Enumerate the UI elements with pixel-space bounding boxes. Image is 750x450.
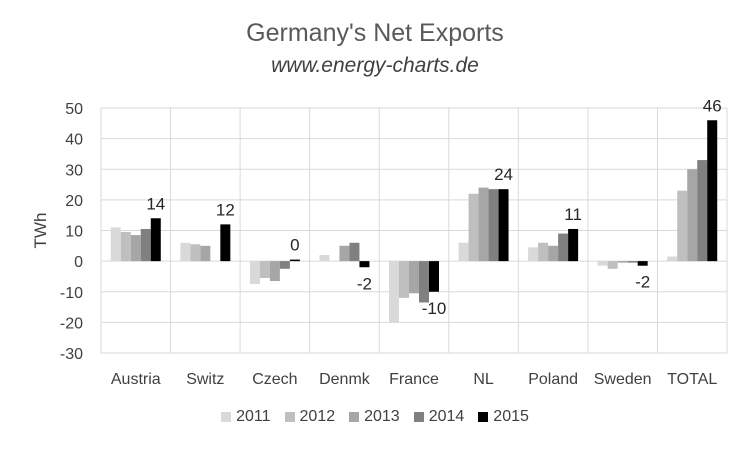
bar-2011-austria	[110, 227, 121, 262]
bar-2011-denmk	[319, 255, 330, 262]
legend-label: 2011	[236, 408, 271, 425]
data-label: 24	[494, 165, 513, 184]
bar-2011-sweden	[597, 261, 608, 266]
bar-2013-france	[409, 261, 419, 294]
bar-2015-denmk	[359, 261, 370, 268]
legend-swatch	[349, 412, 360, 422]
data-label: 11	[564, 205, 582, 224]
y-axis-title: TWh	[31, 213, 50, 249]
x-tick-label: Austria	[111, 371, 161, 388]
bar-2015-sweden	[637, 261, 648, 266]
bar-2013-austria	[130, 235, 141, 262]
legend-swatch	[413, 412, 424, 422]
x-tick-label: Switz	[186, 371, 224, 388]
bar-2014-czech	[279, 261, 290, 269]
bar-2014-poland	[558, 233, 569, 262]
legend-label: 2015	[493, 408, 529, 425]
x-tick-label: Poland	[528, 371, 578, 388]
bar-2013-denmk	[339, 245, 350, 262]
bar-2012-switz	[190, 244, 201, 262]
legend-label: 2012	[299, 408, 336, 425]
bar-2012-austria	[120, 232, 131, 262]
bar-2012-total	[677, 190, 688, 262]
x-tick-label: Sweden	[594, 371, 652, 388]
y-tick-label: 30	[65, 162, 83, 179]
y-tick-label: -20	[60, 315, 83, 332]
legend-item: 2011	[221, 408, 271, 426]
bar-2011-poland	[528, 247, 539, 262]
bar-2012-france	[399, 261, 409, 298]
bar-2011-switz	[180, 242, 191, 262]
x-tick-label: Denmk	[319, 371, 371, 388]
legend-swatch	[221, 412, 232, 422]
bar-2011-total	[667, 256, 678, 262]
legend-item: 2015	[478, 408, 529, 426]
legend-item: 2013	[349, 408, 400, 426]
data-label: -10	[422, 299, 447, 318]
y-tick-label: -10	[60, 285, 83, 302]
data-label: 0	[290, 236, 299, 255]
bar-2012-sweden	[607, 261, 618, 269]
bar-2015-total	[707, 120, 718, 262]
legend-swatch	[478, 412, 489, 422]
bar-2013-sweden	[617, 261, 628, 263]
bar-2015-france	[429, 261, 439, 292]
bar-2014-total	[697, 160, 708, 262]
bar-2013-poland	[548, 245, 559, 262]
legend-item: 2012	[284, 408, 336, 426]
data-label: 14	[146, 194, 165, 213]
bar-2015-austria	[150, 218, 161, 262]
y-tick-label: 40	[65, 132, 83, 149]
legend-item: 2014	[413, 408, 465, 426]
legend-label: 2013	[364, 408, 400, 425]
chart-subtitle: www.energy-charts.de	[271, 54, 479, 77]
bar-2015-nl	[498, 189, 509, 262]
x-tick-label: NL	[473, 371, 494, 388]
bar-2011-france	[389, 261, 399, 323]
x-tick-label: TOTAL	[667, 371, 717, 388]
bar-2014-nl	[488, 189, 499, 262]
bar-2014-france	[419, 261, 429, 303]
legend: 2011 2012 2013 2014 2015	[0, 408, 750, 426]
bar-2014-denmk	[349, 242, 360, 262]
chart-title: Germany's Net Exports	[246, 19, 504, 47]
legend-swatch	[284, 412, 295, 422]
bar-2011-nl	[458, 242, 469, 262]
legend-label: 2014	[428, 408, 465, 425]
x-tick-label: France	[389, 371, 439, 388]
x-tick-label: Czech	[252, 371, 297, 388]
bar-2015-czech	[289, 259, 300, 262]
bar-2015-poland	[568, 228, 579, 262]
data-label: -2	[635, 273, 650, 292]
bar-2015-switz	[220, 224, 231, 262]
bar-2011-czech	[249, 261, 260, 285]
bar-2012-nl	[468, 193, 479, 262]
bar-2013-nl	[478, 187, 489, 262]
y-tick-label: 0	[74, 254, 83, 271]
bar-2013-total	[687, 169, 698, 262]
bar-2013-czech	[269, 261, 280, 282]
data-label: 46	[703, 96, 722, 115]
y-tick-label: -30	[60, 346, 83, 363]
bar-2014-sweden	[627, 261, 638, 263]
bar-2013-switz	[200, 245, 211, 262]
data-label: 12	[216, 200, 235, 219]
bar-2012-poland	[538, 242, 549, 262]
y-tick-label: 20	[65, 193, 83, 210]
data-label: -2	[357, 274, 372, 293]
y-tick-label: 50	[65, 101, 83, 118]
bar-2012-czech	[259, 261, 270, 278]
bar-2014-austria	[140, 228, 151, 262]
y-tick-label: 10	[65, 224, 83, 241]
